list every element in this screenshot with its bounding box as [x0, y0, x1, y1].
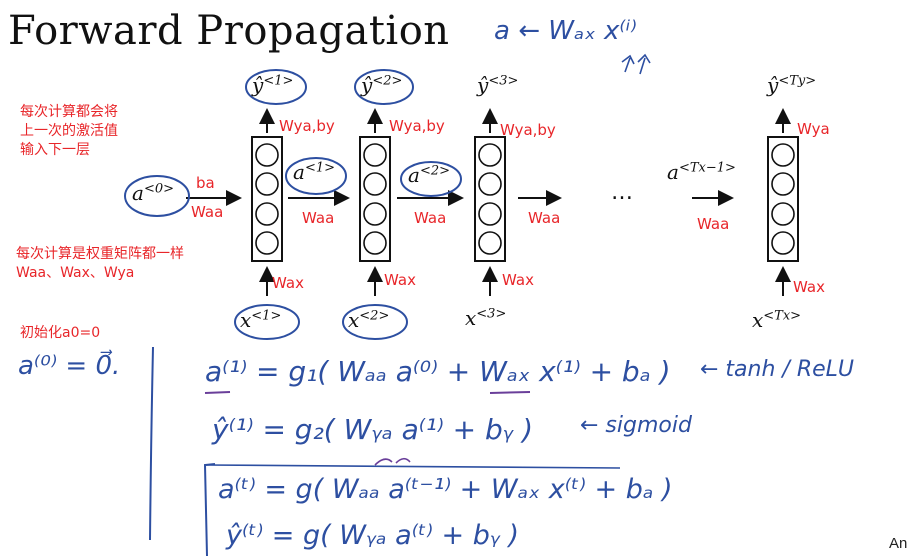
hw-eq2-note: ← sigmoid: [580, 413, 692, 438]
label-waa-2: Waa: [414, 209, 447, 227]
note-activation: 每次计算都会将 上一次的激活值 输入下一层: [20, 104, 118, 158]
rnn-cell-2: [359, 136, 391, 262]
signature-text: An: [889, 535, 908, 552]
note-weights: 每次计算是权重矩阵都一样 Waa、Wax、Wya: [16, 246, 184, 281]
label-waa-1: Waa: [302, 209, 335, 227]
label-ba: ba: [196, 174, 215, 192]
math-a2: a<2>: [408, 163, 450, 187]
math-x1: x<1>: [240, 308, 282, 332]
math-x3: x<3>: [465, 306, 507, 330]
math-xtx: x<Tx>: [752, 308, 802, 332]
circle-a1: [285, 157, 347, 195]
label-wya-by-2: Wya,by: [389, 117, 445, 135]
hw-init: a⁽⁰⁾ = 0⃗.: [18, 351, 121, 381]
math-a0: a<0>: [132, 181, 174, 205]
math-yty: ŷ<Ty>: [767, 73, 817, 97]
circle-a2: [400, 161, 462, 197]
hw-eq2: ŷ⁽¹⁾ = g₂( Wᵧₐ a⁽¹⁾ + bᵧ ): [212, 413, 534, 446]
ellipsis: …: [611, 180, 633, 205]
circle-x1: [234, 304, 300, 340]
circle-y1: [245, 69, 307, 105]
label-waa-0: Waa: [191, 203, 224, 221]
hw-top-formula: a ← Wₐₓ x⁽ⁱ⁾: [494, 16, 637, 46]
label-wax-1: Wax: [272, 274, 304, 292]
page-title: Forward Propagation: [8, 8, 450, 54]
math-x2: x<2>: [348, 308, 390, 332]
math-y1: ŷ<1>: [252, 73, 294, 97]
rnn-cell-last: [767, 136, 799, 262]
note-init: 初始化a0=0: [20, 325, 101, 341]
label-wax-3: Wax: [502, 271, 534, 289]
math-a1: a<1>: [293, 160, 335, 184]
rnn-cell-1: [251, 136, 283, 262]
math-atx: a<Tx−1>: [667, 160, 736, 184]
hw-eq1: a⁽¹⁾ = g₁( Wₐₐ a⁽⁰⁾ + Wₐₓ x⁽¹⁾ + bₐ ): [205, 355, 671, 388]
label-wya-by-1: Wya,by: [279, 117, 335, 135]
hw-eq4: ŷ⁽ᵗ⁾ = g( Wᵧₐ a⁽ᵗ⁾ + bᵧ ): [226, 520, 520, 551]
math-y2: ŷ<2>: [361, 73, 403, 97]
hw-eq1-note: ← tanh / ReLU: [700, 357, 854, 382]
rnn-cell-3: [474, 136, 506, 262]
label-wya-last: Wya: [797, 120, 830, 138]
label-wya-by-3: Wya,by: [500, 121, 556, 139]
label-waa-3: Waa: [528, 209, 561, 227]
circle-a0: [124, 175, 190, 217]
circle-y2: [354, 69, 414, 105]
label-wax-last: Wax: [793, 278, 825, 296]
math-y3: ŷ<3>: [477, 73, 519, 97]
label-wax-2: Wax: [384, 271, 416, 289]
circle-x2: [342, 304, 408, 340]
hw-eq3: a⁽ᵗ⁾ = g( Wₐₐ a⁽ᵗ⁻¹⁾ + Wₐₓ x⁽ᵗ⁾ + bₐ ): [218, 474, 673, 505]
label-waa-last: Waa: [697, 215, 730, 233]
